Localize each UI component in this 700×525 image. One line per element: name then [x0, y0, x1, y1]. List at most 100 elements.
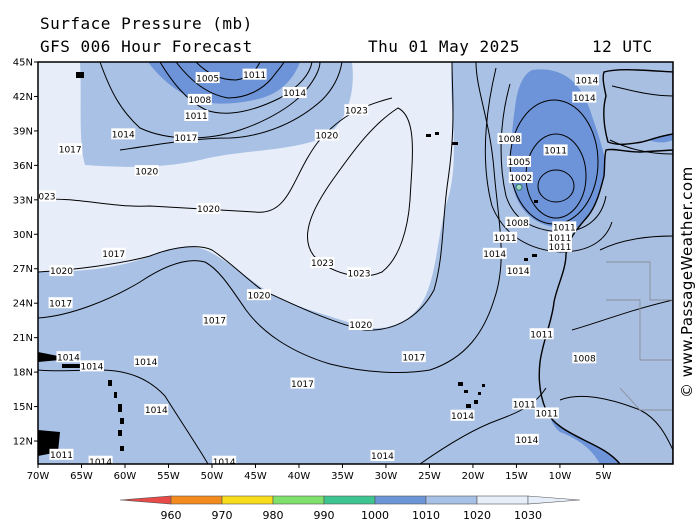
- svg-text:1008: 1008: [498, 135, 521, 145]
- isobar-lines: [38, 62, 673, 464]
- lat-tick-label: 33N: [13, 195, 33, 206]
- isobar-label: 1014: [111, 128, 136, 141]
- svg-text:1011: 1011: [530, 330, 553, 340]
- colorbar-tick-label: 1020: [463, 509, 491, 522]
- lon-tick-label: 10W: [549, 471, 572, 482]
- lon-tick-label: 35W: [331, 471, 354, 482]
- lat-tick-label: 27N: [13, 264, 33, 275]
- isobar-label: 1011: [534, 407, 559, 420]
- isobar-label: 1011: [493, 231, 518, 244]
- isobar-label: 1014: [574, 74, 599, 87]
- svg-text:1020: 1020: [315, 132, 338, 142]
- lat-tick-label: 45N: [13, 58, 33, 69]
- isobar-label: 1020: [246, 289, 271, 301]
- lat-tick-label: 15N: [13, 402, 33, 413]
- isobar-label: 1023: [38, 190, 57, 203]
- colorbar-tick-label: 970: [212, 509, 233, 522]
- isobar-label: 1020: [134, 165, 159, 177]
- isobar-label: 1014: [56, 351, 81, 363]
- isobar-label: 1011: [543, 144, 568, 157]
- pressure-colorbar: 960 970 980 990 1000 1010 1020 1030: [119, 495, 581, 522]
- svg-text:1014: 1014: [213, 458, 236, 468]
- isobar-label: 1014: [282, 87, 307, 99]
- isobar-label: 1011: [547, 240, 572, 253]
- svg-text:1011: 1011: [535, 410, 558, 420]
- lon-tick-label: 20W: [462, 471, 485, 482]
- svg-text:1011: 1011: [544, 147, 567, 157]
- svg-text:1014: 1014: [80, 363, 103, 373]
- colorbar-arrow-left: [119, 495, 172, 505]
- lon-tick-label: 70W: [27, 471, 50, 482]
- isobar-label: 1011: [184, 109, 209, 122]
- isobar-label: 1008: [187, 93, 212, 106]
- lon-tick-label: 40W: [288, 471, 311, 482]
- isobar-label: 1014: [514, 433, 539, 446]
- svg-text:1017: 1017: [102, 250, 125, 260]
- isobar-label: 1014: [506, 265, 531, 277]
- svg-text:1017: 1017: [402, 353, 425, 363]
- svg-text:1014: 1014: [515, 436, 538, 446]
- low-center-marker: [515, 183, 523, 191]
- lat-tick-label: 18N: [13, 368, 33, 379]
- isobar-label: 1014: [212, 455, 237, 468]
- svg-text:1014: 1014: [483, 250, 506, 260]
- lon-tick-label: 5W: [595, 471, 611, 482]
- svg-text:1014: 1014: [134, 358, 157, 368]
- isobar-label: 1017: [202, 314, 227, 327]
- lon-tick-label: 25W: [418, 471, 441, 482]
- lon-tick-label: 65W: [70, 471, 93, 482]
- lat-tick-label: 42N: [13, 92, 33, 103]
- svg-text:1011: 1011: [553, 224, 576, 234]
- lat-tick-label: 36N: [13, 161, 33, 172]
- colorbar-tick-label: 1000: [361, 509, 389, 522]
- svg-text:1017: 1017: [203, 317, 226, 327]
- isobar-label: 1014: [88, 455, 113, 464]
- colorbar-segment: [476, 495, 529, 505]
- colorbar-tick-label: 990: [314, 509, 335, 522]
- isobar-label: 1014: [482, 247, 507, 260]
- land-africa: [538, 148, 673, 464]
- svg-text:1014: 1014: [451, 412, 474, 422]
- isobar-label: 1020: [348, 319, 373, 331]
- isobar-label: 1017: [401, 351, 426, 363]
- isobar-label: 1005: [507, 155, 532, 168]
- lon-tick-label: 60W: [114, 471, 137, 482]
- svg-text:1011: 1011: [548, 243, 571, 253]
- svg-text:1008: 1008: [506, 219, 529, 229]
- lat-tick-label: 12N: [13, 437, 33, 448]
- svg-text:1008: 1008: [573, 355, 596, 365]
- isobar-label: 1008: [497, 132, 522, 145]
- isobar-label: 1014: [133, 355, 158, 368]
- isobar-label: 1017: [101, 247, 126, 260]
- svg-text:1002: 1002: [509, 174, 532, 184]
- isobar-label: 1017: [290, 377, 315, 390]
- lon-tick-label: 30W: [375, 471, 398, 482]
- colorbar-tick-label: 1010: [412, 509, 440, 522]
- isobar-label: 1011: [49, 448, 74, 461]
- isobar-label: 1011: [512, 398, 537, 410]
- svg-text:1011: 1011: [494, 234, 517, 244]
- land-iberia: [602, 68, 673, 145]
- isobar-label: 1017: [173, 131, 198, 144]
- svg-text:1011: 1011: [548, 234, 571, 244]
- svg-text:1023: 1023: [345, 106, 368, 116]
- svg-text:1023: 1023: [311, 259, 334, 269]
- isobar-label: 1014: [572, 91, 597, 104]
- svg-text:1017: 1017: [174, 134, 197, 144]
- isobar-label: 1020: [49, 265, 74, 277]
- forecast-date: Thu 01 May 2025: [368, 37, 520, 56]
- svg-text:1014: 1014: [371, 452, 394, 462]
- colorbar-tick-label: 960: [161, 509, 182, 522]
- svg-text:1020: 1020: [349, 321, 372, 331]
- isobar-label: 1023: [346, 267, 371, 280]
- isobar-label: 1020: [314, 129, 339, 142]
- colorbar-segment: [425, 495, 478, 505]
- isobar-label: 1014: [79, 360, 104, 373]
- lon-tick-label: 45W: [244, 471, 267, 482]
- forecast-subtitle: GFS 006 Hour Forecast: [40, 37, 253, 56]
- isobar-label: 1011: [547, 231, 572, 244]
- svg-text:1020: 1020: [135, 167, 158, 177]
- isobar-label: 1017: [48, 297, 73, 309]
